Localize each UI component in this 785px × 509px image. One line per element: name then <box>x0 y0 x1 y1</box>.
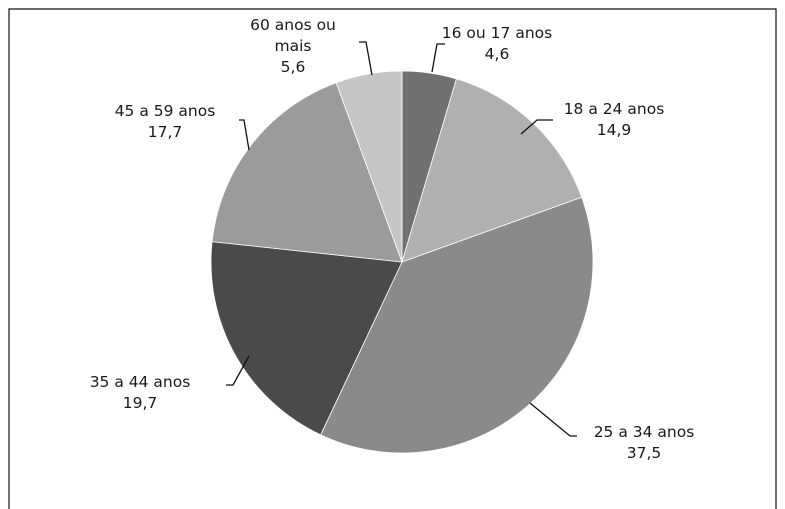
leader-line <box>226 355 250 386</box>
slice-value: 19,7 <box>123 394 158 412</box>
leader-line <box>359 41 373 76</box>
slice-category: 45 a 59 anos <box>115 102 216 120</box>
slice-value: 14,9 <box>597 121 632 139</box>
leader-line <box>431 43 445 73</box>
slice-label: 25 a 34 anos 37,5 <box>594 423 695 462</box>
slice-label: 16 ou 17 anos 4,6 <box>442 24 552 63</box>
slice-label: 35 a 44 anos 19,7 <box>90 373 191 412</box>
slice-label: 18 a 24 anos 14,9 <box>564 100 665 139</box>
slice-value: 37,5 <box>627 444 662 462</box>
slice-category: mais <box>275 37 312 55</box>
leader-line <box>529 402 577 437</box>
slice-category: 25 a 34 anos <box>594 423 695 441</box>
pie-slice <box>210 241 403 436</box>
chart-frame <box>8 8 777 509</box>
slice-label: 45 a 59 anos 17,7 <box>115 102 216 141</box>
leader-line <box>239 119 250 151</box>
slice-label: 60 anos ou mais 5,6 <box>250 16 336 76</box>
pie-slice <box>335 70 403 263</box>
slice-category: 16 ou 17 anos <box>442 24 552 42</box>
slice-labels: 16 ou 17 anos 4,6 18 a 24 anos 14,9 25 a 34 … <box>90 16 695 462</box>
pie-slices <box>210 70 594 454</box>
slice-category: 18 a 24 anos <box>564 100 665 118</box>
pie-slice <box>211 82 403 263</box>
slice-category: 35 a 44 anos <box>90 373 191 391</box>
slice-value: 5,6 <box>281 58 306 76</box>
slice-value: 17,7 <box>148 123 183 141</box>
slice-category: 60 anos ou <box>250 16 336 34</box>
leader-lines <box>226 41 577 437</box>
leader-line <box>520 119 553 135</box>
slice-value: 4,6 <box>485 45 510 63</box>
